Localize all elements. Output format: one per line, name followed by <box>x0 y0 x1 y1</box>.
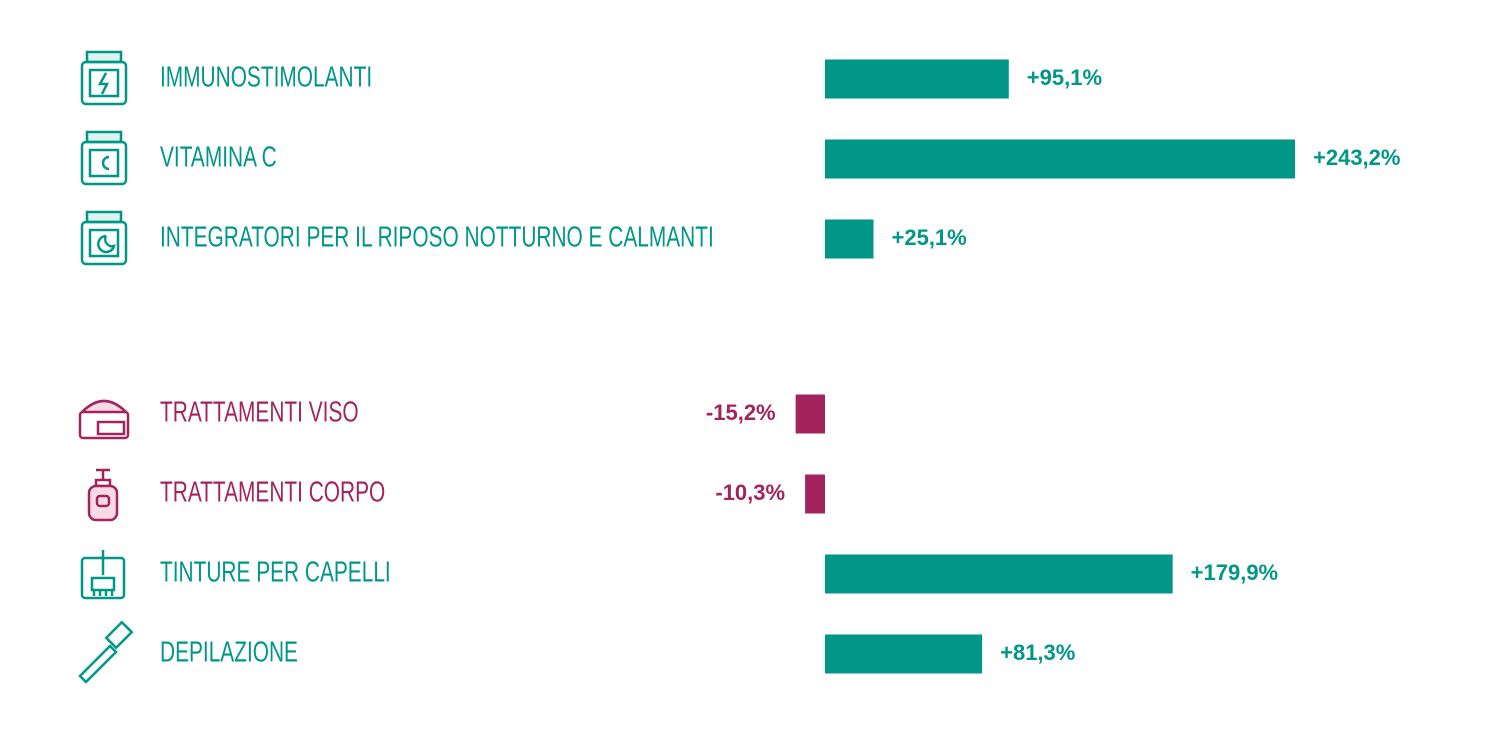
icon-jar <box>80 130 128 186</box>
icons <box>78 50 134 684</box>
category-label: IMMUNOSTIMOLANTI <box>160 61 372 93</box>
icon-bottle <box>87 468 119 522</box>
value-label: +25,1% <box>892 225 967 250</box>
value-label: +95,1% <box>1027 65 1102 90</box>
category-label: INTEGRATORI PER IL RIPOSO NOTTURNO E CAL… <box>160 221 714 253</box>
icon-hair-dye <box>80 550 126 600</box>
bar <box>825 139 1295 179</box>
bar <box>795 394 825 434</box>
icon-cream <box>78 399 130 440</box>
value-label: +243,2% <box>1313 145 1400 170</box>
value-label: -15,2% <box>706 400 776 425</box>
category-label: VITAMINA C <box>160 141 277 173</box>
icon-razor <box>78 620 134 684</box>
value-label: -10,3% <box>715 480 785 505</box>
category-label: DEPILAZIONE <box>160 636 298 668</box>
category-label: TRATTAMENTI VISO <box>160 396 359 428</box>
bar <box>825 59 1009 99</box>
icon-jar <box>80 50 128 106</box>
icon-jar <box>80 210 128 266</box>
category-label: TRATTAMENTI CORPO <box>160 476 385 508</box>
bar <box>825 554 1173 594</box>
value-label: +81,3% <box>1000 640 1075 665</box>
bar <box>825 219 874 259</box>
value-label: +179,9% <box>1191 560 1278 585</box>
bar <box>825 634 983 674</box>
bar <box>805 474 825 514</box>
category-label: TINTURE PER CAPELLI <box>160 556 391 588</box>
